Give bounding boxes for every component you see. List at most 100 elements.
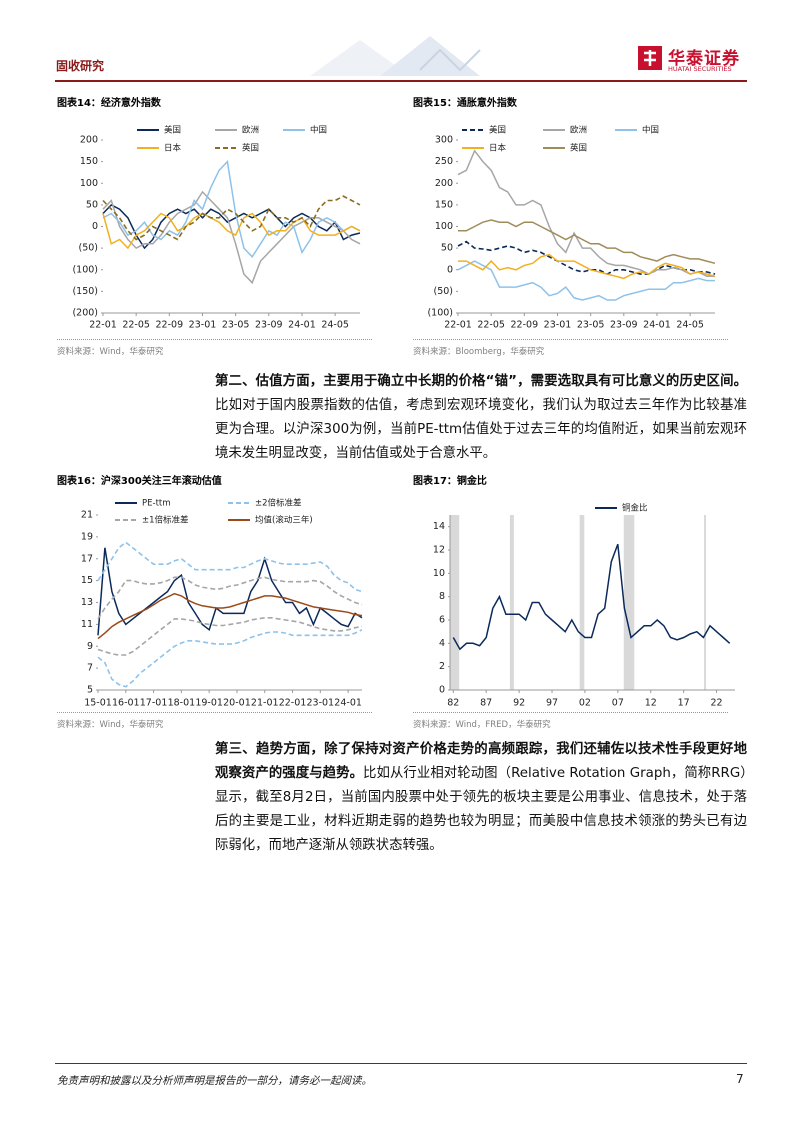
legend-label: ±1倍标准差 <box>142 515 189 526</box>
x-tick-label: 87 <box>480 698 492 709</box>
x-tick-label: 82 <box>447 698 459 709</box>
x-tick-label: 24-01 <box>643 320 671 331</box>
y-tick-label: (100) <box>427 308 453 319</box>
x-tick-label: 23-09 <box>255 320 283 331</box>
x-tick-label: 22 <box>711 698 723 709</box>
series-line <box>102 212 361 250</box>
series-line <box>457 240 716 276</box>
y-tick-label: 50 <box>441 243 453 254</box>
legend-label: 中国 <box>642 125 659 136</box>
x-tick-label: 17-01 <box>140 698 168 709</box>
legend-label: PE-ttm <box>142 499 171 509</box>
x-tick-label: 23-05 <box>222 320 250 331</box>
y-tick-label: 10 <box>433 568 445 579</box>
x-tick-label: 23-01 <box>189 320 217 331</box>
x-tick-label: 24-05 <box>321 320 349 331</box>
x-tick-label: 23-01 <box>307 698 335 709</box>
shaded-period <box>579 515 585 690</box>
figure-title: 图表16：沪深300关注三年滚动估值 <box>57 476 222 487</box>
x-tick-label: 22-01 <box>444 320 472 331</box>
y-tick-label: 300 <box>435 135 453 146</box>
y-tick-label: 100 <box>80 178 98 189</box>
legend-label: 欧洲 <box>242 125 259 136</box>
legend-label: 英国 <box>570 143 587 154</box>
paragraph: 第二、估值方面，主要用于确立中长期的价格“锚”，需要选取具有可比意义的历史区间。… <box>215 370 747 466</box>
chart: 5 7 9 11 13 15 17 19 21 15-01 16-01 17-01 18-01 19-01… <box>81 498 363 709</box>
x-tick-label: 23-05 <box>577 320 605 331</box>
x-tick-label: 20-01 <box>223 698 251 709</box>
y-tick-label: 6 <box>439 615 445 626</box>
y-tick-label: 200 <box>80 135 98 146</box>
figure-source: 资料来源：Wind，华泰研究 <box>57 712 372 730</box>
y-tick-label: 2 <box>439 661 445 672</box>
legend-label: 英国 <box>242 143 259 154</box>
logo-icon <box>638 46 662 70</box>
y-tick-label: 0 <box>439 685 445 696</box>
y-tick-label: 100 <box>435 221 453 232</box>
y-tick-label: 19 <box>81 531 93 542</box>
series-line <box>97 629 363 688</box>
legend-label: 铜金比 <box>622 503 648 514</box>
series-line <box>458 219 716 265</box>
series-line <box>97 541 363 593</box>
legend-label: 日本 <box>164 143 182 154</box>
header-rule <box>55 80 747 82</box>
paragraph-text: 比如对于国内股票指数的估值，考虑到宏观环境变化，我们认为取过去三年作为比较基准更… <box>215 398 747 461</box>
figure-title: 图表14：经济意外指数 <box>57 98 161 109</box>
y-tick-label: 4 <box>439 638 445 649</box>
x-tick-label: 17 <box>678 698 690 709</box>
legend-label: 欧洲 <box>570 125 587 136</box>
y-tick-label: 7 <box>87 663 93 674</box>
series-line <box>457 260 715 301</box>
y-tick-label: 8 <box>439 591 445 602</box>
x-tick-label: 22-01 <box>279 698 307 709</box>
header-section: 固收研究 <box>56 59 105 73</box>
y-tick-label: 11 <box>81 619 93 630</box>
series-line <box>102 190 361 285</box>
y-tick-label: (100) <box>72 264 98 275</box>
x-tick-label: 22-09 <box>156 320 184 331</box>
figure-title: 图表15：通胀意外指数 <box>413 98 517 109</box>
shaded-period <box>509 515 514 690</box>
y-tick-label: 200 <box>435 178 453 189</box>
chart: 300 250 200 150 100 50 0 (50) (100)22-01 22-05 22-… <box>427 125 716 331</box>
y-tick-label: 17 <box>81 553 93 564</box>
y-tick-label: 12 <box>433 545 445 556</box>
paragraph-lead: 第三、趋势方面，除了保持对资产价格走势的高频跟踪，我们还辅佐以技术性手段更好地观… <box>215 742 747 781</box>
y-tick-label: 15 <box>81 575 93 586</box>
x-tick-label: 18-01 <box>168 698 196 709</box>
series-line <box>97 592 363 640</box>
series-line <box>97 576 363 620</box>
paragraph-text: 比如从行业相对轮动图（Relative Rotation Graph，简称RRG… <box>215 766 748 853</box>
series-line <box>458 253 716 280</box>
y-tick-label: 150 <box>435 199 453 210</box>
paragraph: 第三、趋势方面，除了保持对资产价格走势的高频跟踪，我们还辅佐以技术性手段更好地观… <box>215 738 747 858</box>
series-line <box>97 617 363 656</box>
figure-source: 资料来源：Wind，FRED，华泰研究 <box>413 712 728 730</box>
page-number: 7 <box>736 1072 744 1086</box>
x-tick-label: 23-09 <box>610 320 638 331</box>
y-tick-label: 5 <box>87 685 93 696</box>
y-tick-label: 21 <box>81 510 93 521</box>
legend-label: ±2倍标准差 <box>255 498 302 509</box>
x-tick-label: 15-01 <box>84 698 112 709</box>
shaded-period <box>450 515 460 690</box>
series-line <box>102 159 361 259</box>
x-tick-label: 23-01 <box>544 320 572 331</box>
y-tick-label: 0 <box>447 264 453 275</box>
shaded-period <box>704 515 707 690</box>
x-tick-label: 22-09 <box>511 320 539 331</box>
footer-rule <box>55 1063 747 1064</box>
legend-label: 日本 <box>489 143 507 154</box>
logo-name: 华泰证券 <box>668 49 740 69</box>
x-tick-label: 22-05 <box>477 320 505 331</box>
legend-label: 中国 <box>310 125 327 136</box>
x-tick-label: 21-01 <box>251 698 279 709</box>
figure-title: 图表17：铜金比 <box>413 476 487 487</box>
figure-source: 资料来源：Wind，华泰研究 <box>57 339 372 357</box>
legend-label: 均值(滚动三年) <box>255 515 313 526</box>
logo-sub: HUATAI SECURITIES <box>668 65 732 73</box>
footer-disclaimer: 免责声明和披露以及分析师声明是报告的一部分，请务必一起阅读。 <box>57 1075 372 1087</box>
